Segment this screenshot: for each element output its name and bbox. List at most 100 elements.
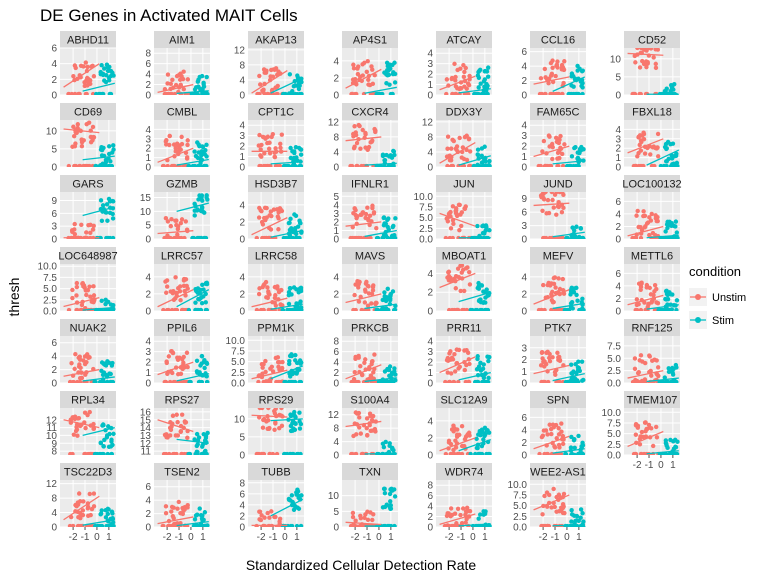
facet-strip (60, 391, 116, 408)
stim-point (579, 69, 585, 74)
x-tick-label: 1 (106, 532, 112, 543)
unstim-point (553, 422, 559, 428)
unstim-point (554, 509, 559, 514)
unstim-point (655, 154, 661, 159)
stim-point (110, 307, 115, 311)
unstim-point (557, 192, 562, 195)
y-tick-label: 0 (615, 307, 621, 318)
stim-point (380, 505, 386, 510)
stim-trend-line (270, 303, 303, 310)
stim-trend-line (364, 229, 397, 238)
stim-trend-line (176, 438, 209, 444)
y-tick-label: 7.5 (607, 341, 621, 352)
unstim-point (161, 307, 166, 311)
stim-point (286, 301, 292, 307)
unstim-point (359, 212, 364, 217)
stim-point (575, 379, 580, 383)
stim-point (671, 87, 676, 92)
unstim-point (638, 287, 643, 292)
unstim-point (87, 284, 92, 289)
stim-point (203, 300, 208, 305)
unstim-point (370, 205, 375, 211)
x-tick-label: 0 (376, 532, 382, 543)
stim-point (665, 139, 671, 145)
facet-strip-label: WEE2-AS1 (530, 467, 586, 479)
unstim-trend-line (533, 145, 570, 158)
unstim-point (69, 91, 75, 95)
x-tick-label: -2 (445, 532, 454, 543)
y-tick-label: 0.0 (43, 307, 57, 318)
stim-trend-line (364, 86, 397, 94)
unstim-point (363, 211, 369, 217)
unstim-point (72, 366, 77, 372)
unstim-point (85, 504, 91, 510)
unstim-point (165, 81, 170, 86)
unstim-trend-line (533, 76, 570, 85)
stim-point (380, 91, 385, 95)
unstim-point (266, 289, 271, 294)
unstim-point (78, 365, 83, 370)
stim-point (566, 307, 572, 311)
stim-point (484, 287, 489, 292)
y-tick-label: 6 (51, 338, 57, 349)
facet-strip (436, 319, 492, 336)
stim-point (289, 523, 295, 527)
stim-point (571, 91, 576, 95)
stim-point (286, 163, 291, 167)
stim-trend-line (458, 523, 491, 527)
y-tick-label: 5 (333, 192, 339, 203)
y-tick-label: 7.5 (419, 202, 433, 213)
facet-strip-label: CMBL (167, 107, 198, 119)
y-tick-label: 1 (239, 152, 245, 163)
unstim-point (638, 353, 644, 358)
unstim-point (630, 235, 635, 239)
y-tick-label: 7.5 (231, 346, 245, 357)
unstim-point (450, 451, 455, 455)
stim-trend-line (176, 202, 209, 212)
unstim-point (632, 356, 638, 361)
stim-point (674, 151, 679, 157)
y-tick-label: 0 (333, 235, 339, 246)
unstim-point (463, 520, 468, 525)
unstim-point (548, 283, 553, 288)
unstim-point (265, 285, 270, 290)
scatter-points (536, 275, 586, 311)
y-axis-title: thresh (6, 278, 22, 317)
unstim-point (456, 379, 461, 383)
unstim-point (163, 215, 169, 221)
facet-strip (436, 31, 492, 48)
facet-strip-label: CPT1C (258, 107, 294, 119)
unstim-point (461, 307, 467, 311)
y-tick-label: 0 (333, 307, 339, 318)
stim-point (666, 366, 671, 371)
x-tick-label: -1 (175, 532, 184, 543)
unstim-point (266, 408, 271, 411)
stim-point (192, 213, 197, 218)
stim-point (204, 374, 209, 379)
y-tick-label: 4 (145, 496, 151, 507)
y-tick-label: 0 (51, 91, 57, 102)
y-tick-label: 5.0 (43, 284, 57, 295)
stim-point (110, 211, 115, 217)
y-tick-label: 5 (239, 432, 245, 443)
stim-point (195, 451, 200, 455)
unstim-point (450, 163, 455, 167)
stim-point (475, 356, 480, 362)
unstim-point (462, 69, 467, 75)
stim-point (109, 437, 114, 442)
scatter-points (255, 66, 304, 95)
stim-point (295, 83, 300, 88)
stim-point (204, 379, 210, 383)
scatter-points (537, 421, 586, 455)
unstim-point (257, 73, 262, 79)
stim-point (478, 67, 483, 73)
unstim-point (649, 300, 654, 305)
unstim-point (360, 372, 365, 378)
